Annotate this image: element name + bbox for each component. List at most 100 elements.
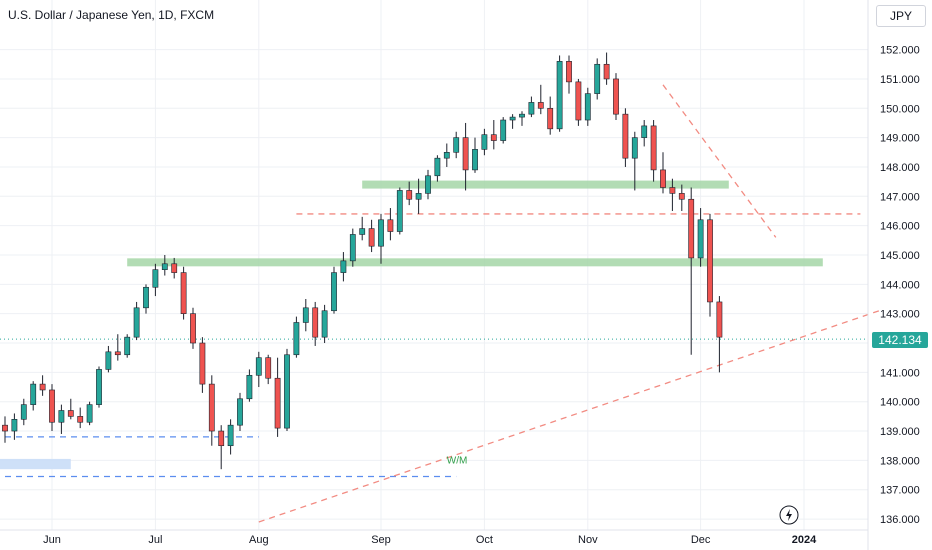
support-resistance-zone: [127, 258, 823, 267]
candle-body: [58, 410, 65, 423]
support-resistance-zone: [362, 180, 729, 189]
candle-body: [443, 151, 450, 159]
candle-body: [255, 357, 262, 376]
x-tick-label: Sep: [371, 534, 391, 546]
candle-body: [265, 357, 272, 379]
candle-body: [697, 219, 704, 259]
candle-body: [302, 307, 309, 323]
candle-body: [415, 193, 422, 200]
x-tick-label: Nov: [578, 534, 598, 546]
x-tick-label: Dec: [691, 534, 711, 546]
candle-body: [105, 351, 112, 370]
candle-body: [434, 157, 441, 177]
candle-body: [11, 419, 18, 432]
candle-body: [96, 369, 102, 405]
candle-body: [584, 93, 591, 121]
candle-body: [359, 228, 366, 235]
candle-body: [67, 410, 74, 417]
chart-title: U.S. Dollar / Japanese Yen, 1D, FXCM: [8, 8, 215, 22]
wm-annotation: W/M: [447, 455, 468, 466]
candle-body: [406, 190, 413, 200]
candle-body: [425, 175, 431, 194]
trendline: [258, 310, 880, 523]
candle-body: [622, 113, 629, 159]
candle-body: [171, 263, 178, 273]
candle-body: [293, 322, 300, 356]
candle-body: [114, 351, 121, 356]
candle-body: [274, 377, 281, 429]
candle-body: [77, 416, 84, 423]
candle-body: [537, 102, 544, 109]
candle-body: [2, 424, 8, 432]
candle-body: [481, 134, 488, 150]
x-tick-label: Jun: [43, 534, 61, 546]
last-price-tag: 142.134: [872, 332, 928, 348]
x-tick-label: Jul: [148, 534, 162, 546]
candle-body: [161, 263, 168, 270]
y-tick-label: 146.000: [880, 221, 920, 233]
candle-body: [378, 219, 384, 247]
candle-body: [490, 134, 497, 141]
candle-body: [368, 228, 375, 247]
candle-body: [340, 260, 347, 273]
y-tick-label: 145.000: [880, 250, 920, 262]
candle-body: [199, 342, 206, 385]
candle-body: [30, 383, 37, 405]
y-tick-label: 147.000: [880, 191, 920, 203]
candle-body: [660, 169, 666, 188]
currency-selector[interactable]: JPY: [876, 5, 926, 27]
candle-body: [594, 63, 601, 94]
candle-body: [678, 193, 685, 200]
candle-body: [152, 269, 159, 288]
candle-body: [284, 354, 290, 429]
candle-body: [462, 137, 469, 171]
candle-body: [227, 424, 234, 447]
candle-body: [500, 119, 507, 141]
annotation-layer: W/M: [0, 84, 880, 523]
candle-body: [246, 374, 253, 400]
trendline: [662, 84, 777, 238]
y-tick-label: 148.000: [880, 162, 920, 174]
candle-body: [631, 137, 638, 159]
lightning-bolt-icon: [786, 509, 792, 521]
candle-body: [472, 149, 478, 171]
y-tick-label: 152.000: [880, 45, 920, 57]
y-tick-label: 137.000: [880, 485, 920, 497]
demand-zone: [0, 458, 71, 470]
candle-body: [312, 307, 319, 338]
candle-body: [190, 313, 196, 344]
candle-body: [331, 272, 337, 312]
candle-body: [547, 107, 554, 130]
candle-body: [20, 404, 27, 420]
y-tick-label: 136.000: [880, 514, 920, 526]
candle-body: [453, 137, 460, 153]
candle-body: [650, 125, 657, 171]
candle-body: [237, 398, 243, 426]
candle-body: [509, 116, 516, 121]
candle-body: [133, 307, 140, 338]
candle-body: [396, 190, 403, 232]
candle-body: [603, 63, 610, 80]
candle-body: [641, 125, 648, 138]
y-tick-label: 149.000: [880, 133, 920, 145]
candle-body: [349, 234, 356, 262]
candle-body: [613, 78, 619, 115]
candle-body: [143, 286, 149, 309]
candle-body: [218, 430, 225, 447]
candle-body: [124, 336, 131, 356]
candle-body: [49, 389, 55, 423]
y-tick-label: 144.000: [880, 279, 920, 291]
y-tick-label: 140.000: [880, 397, 920, 409]
candle-body: [208, 383, 215, 432]
candle-body: [180, 272, 187, 314]
candle-body: [519, 113, 525, 118]
candles-layer: [2, 52, 723, 470]
y-tick-label: 141.000: [880, 367, 920, 379]
y-tick-label: 150.000: [880, 103, 920, 115]
candle-body: [566, 61, 572, 83]
candle-body: [716, 301, 723, 338]
y-tick-label: 143.000: [880, 309, 920, 321]
candle-body: [39, 383, 46, 391]
candle-body: [556, 61, 563, 130]
